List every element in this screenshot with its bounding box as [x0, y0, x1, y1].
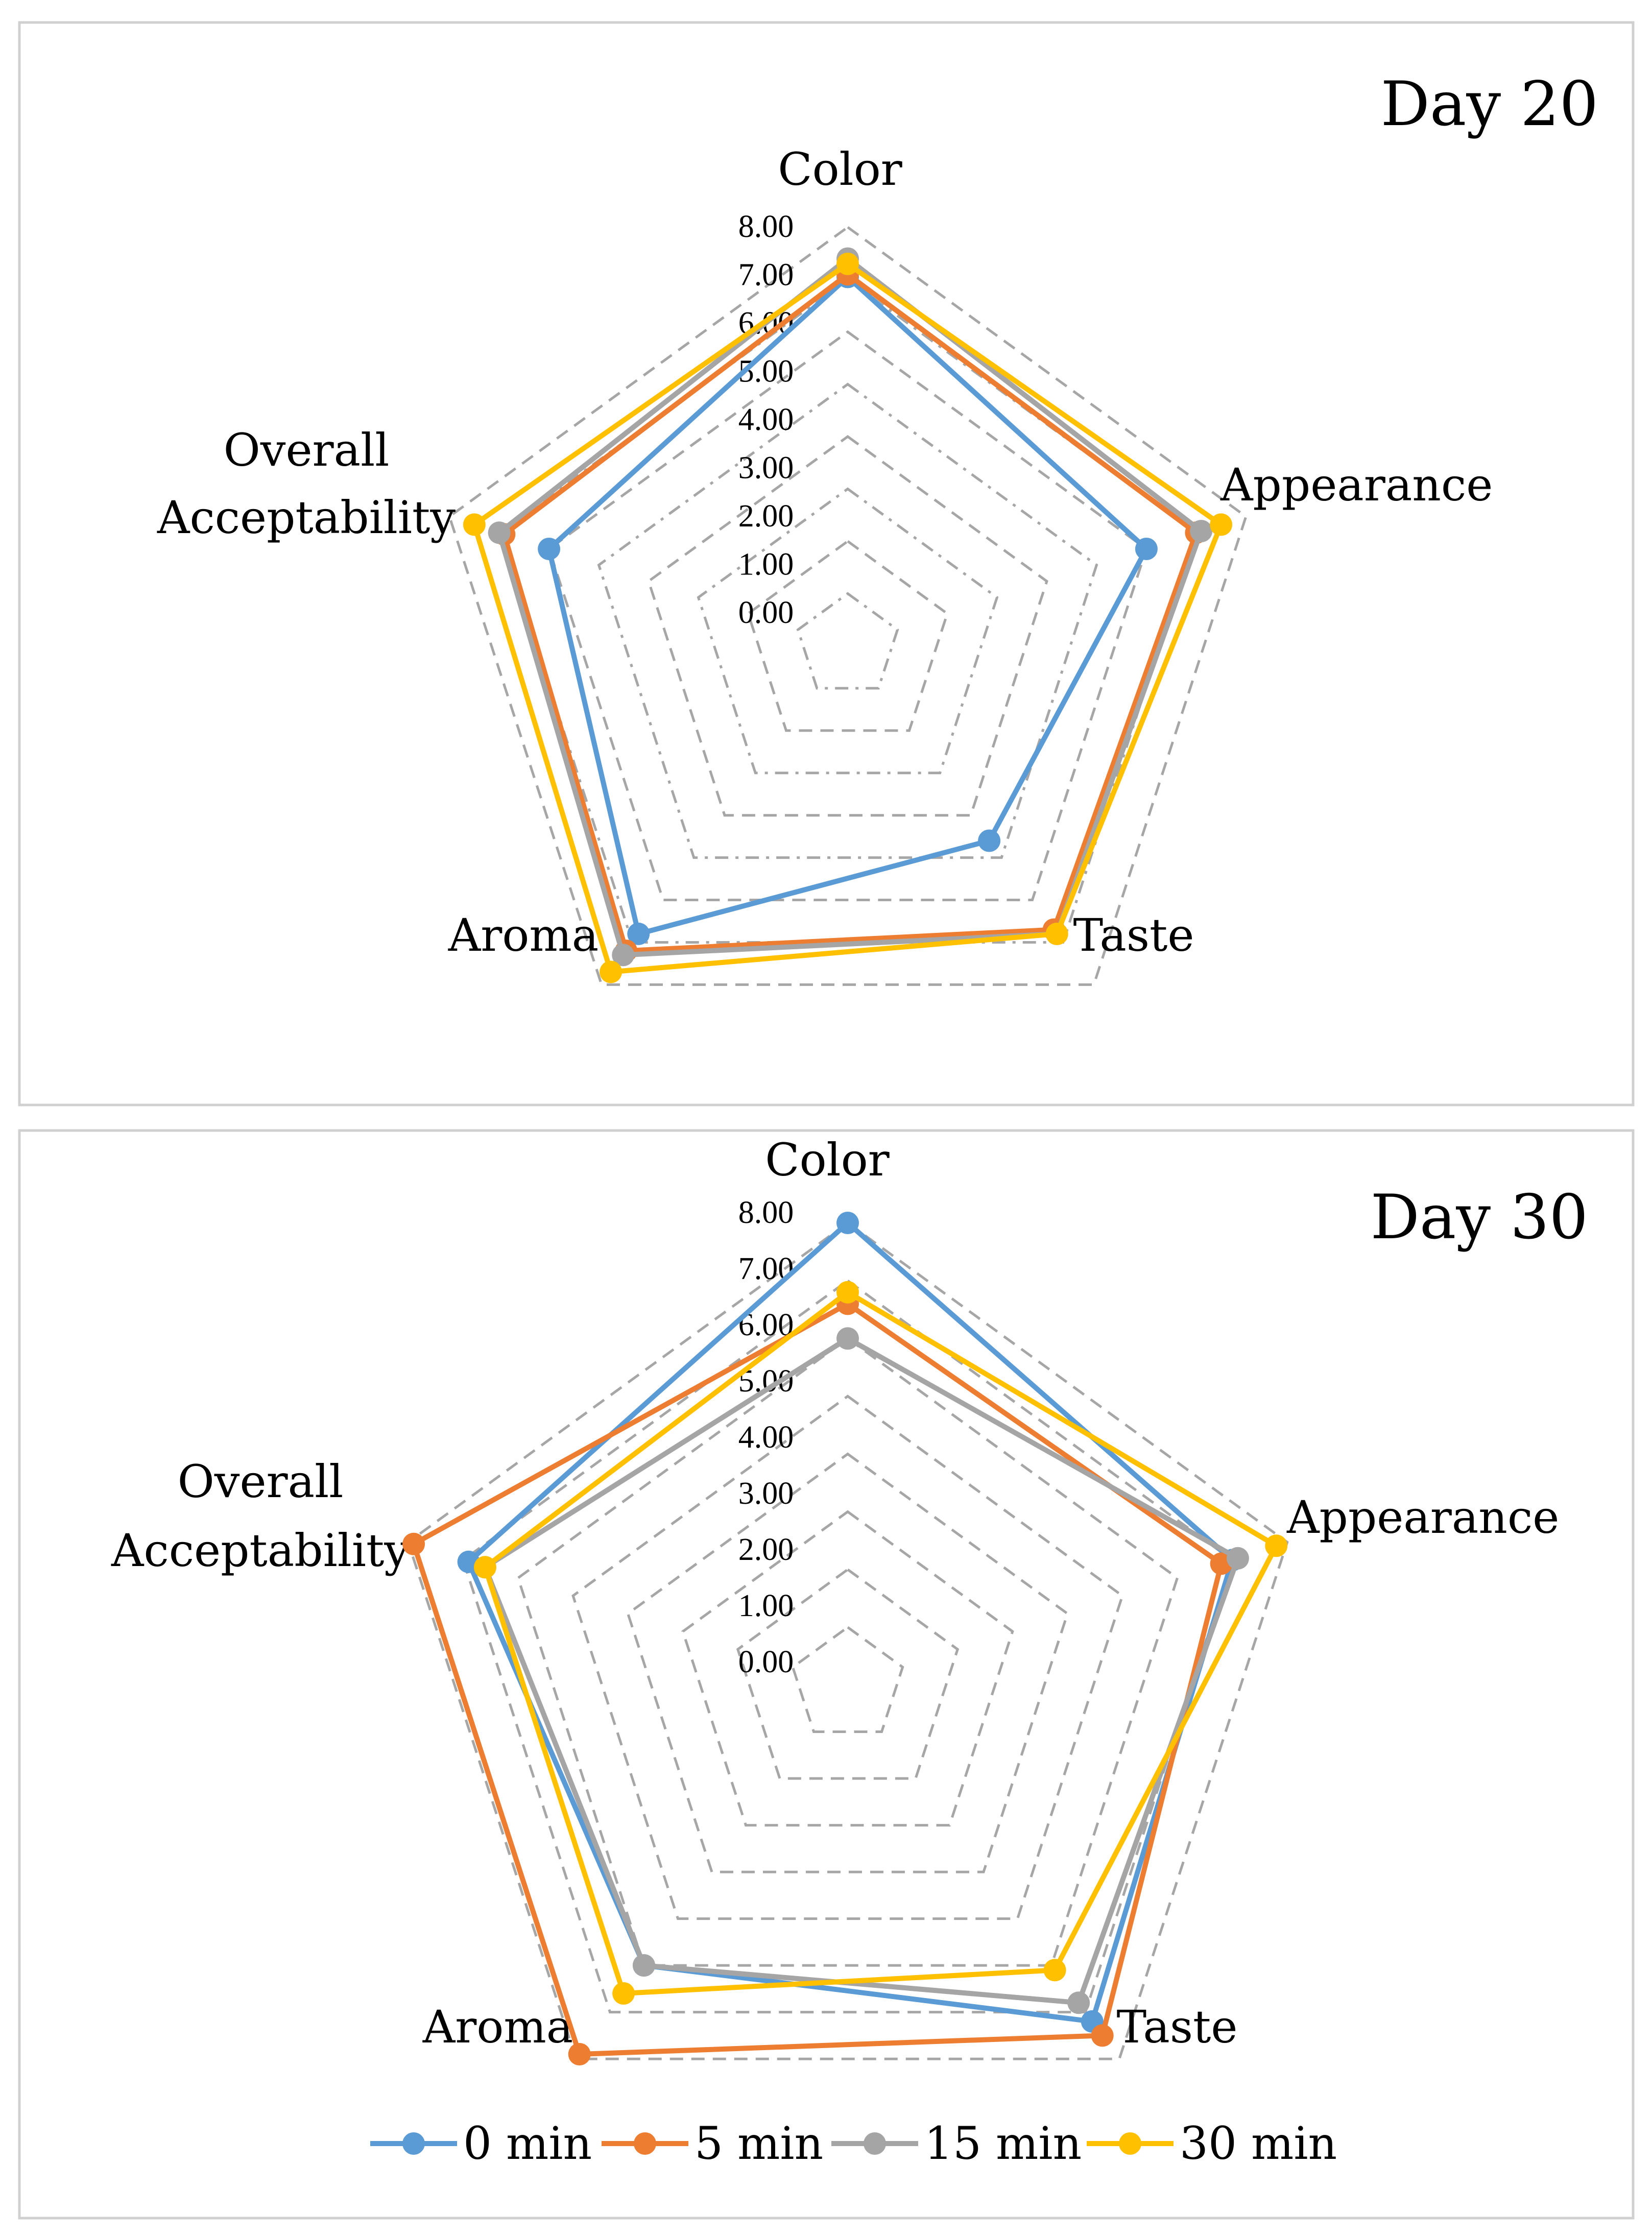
day30-point-30-min-4: [473, 1556, 496, 1579]
day30-series-line-0-min: [466, 1220, 1235, 2024]
day20-series-line-0-min: [546, 274, 1149, 936]
day20-axis-label-overall-acceptability: Overall Acceptability: [157, 424, 456, 544]
day30-point-15-min-1: [1226, 1547, 1249, 1570]
day20-tick-labels: 0.001.002.003.004.005.006.007.008.00: [738, 209, 794, 630]
day30-grid-ring-3: [681, 1510, 1014, 1827]
day20-axis-label-appearance: Appearance: [1220, 459, 1493, 511]
day20-point-0-min-1: [1135, 538, 1158, 560]
day20-tick-label: 4.00: [738, 402, 794, 437]
day30-point-5-min-2: [1091, 2024, 1114, 2047]
day20-axis-label-color: Color: [778, 143, 902, 196]
day20-point-15-min-4: [488, 521, 511, 544]
day30-title: Day 30: [1371, 1182, 1588, 1253]
day30-grid-ring-7: [461, 1279, 1234, 2014]
legend-label-15-min: 15 min: [924, 2117, 1082, 2170]
day20-frame: [18, 21, 1635, 1107]
day20-point-30-min-4: [463, 513, 486, 536]
day20-grid-ring-8: [448, 225, 1248, 986]
day20-axis-labels: Color Appearance Taste Aroma Overall Acceptab…: [157, 143, 1493, 961]
day20-axis-label-aroma: Aroma: [448, 909, 599, 961]
day20-point-15-min-1: [1190, 520, 1213, 543]
day30-tick-label: 1.00: [738, 1589, 794, 1623]
day20-tick-label: 2.00: [738, 499, 794, 534]
day30-point-30-min-3: [612, 1982, 635, 2005]
legend-marker-30-min: [1119, 2132, 1141, 2155]
legend-label-0-min: 0 min: [463, 2117, 592, 2170]
day30-axis-label-color: Color: [765, 1134, 890, 1186]
day30-tick-label: 2.00: [738, 1532, 794, 1567]
day20-tick-label: 3.00: [738, 451, 794, 486]
day30-point-15-min-2: [1067, 1991, 1090, 2014]
day30-chart-panel: Day 30 0.001.002.003.004.005.006.007.008…: [18, 1129, 1635, 2220]
day30-point-15-min-0: [836, 1327, 859, 1350]
day30-grid-ring-4: [626, 1452, 1069, 1873]
day30-series: [402, 1212, 1288, 2065]
day30-tick-label: 4.00: [738, 1420, 794, 1455]
day20-series-line-15-min: [496, 256, 1204, 958]
day30-series-line-30-min: [482, 1289, 1279, 1996]
day20-axis-label-taste: Taste: [1073, 909, 1194, 961]
day20-chart-panel: Day 20 0.001.002.003.004.005.006.007.008…: [18, 21, 1635, 1107]
day20-series: [463, 247, 1233, 983]
day20-point-0-min-2: [978, 829, 1001, 852]
day30-frame: [18, 1129, 1635, 2220]
day30-tick-label: 8.00: [738, 1195, 794, 1230]
day30-axis-label-appearance: Appearance: [1286, 1491, 1559, 1544]
day30-point-15-min-3: [633, 1954, 655, 1977]
day20-grid-ring-2: [747, 539, 949, 732]
day30-series-line-15-min: [482, 1336, 1240, 2006]
day20-tick-label: 0.00: [738, 595, 794, 630]
day30-point-30-min-2: [1043, 1959, 1066, 1982]
day20-grid-ring-1: [796, 592, 899, 690]
day20-tick-label: 7.00: [738, 258, 794, 293]
day30-point-30-min-1: [1265, 1534, 1288, 1557]
day20-series-line-5-min: [501, 272, 1199, 954]
day30-axis-label-taste: Taste: [1117, 2001, 1238, 2053]
day30-grid-ring-2: [736, 1568, 960, 1780]
day30-grid-ring-8: [406, 1221, 1289, 2060]
day30-axis-label-aroma: Aroma: [422, 2001, 573, 2053]
day20-point-30-min-1: [1210, 513, 1233, 536]
day20-point-15-min-3: [612, 944, 635, 967]
day30-grid-ring-1: [791, 1625, 904, 1733]
day30-grid: [406, 1221, 1289, 2060]
day30-tick-label: 0.00: [738, 1645, 794, 1679]
day20-tick-label: 8.00: [738, 209, 794, 244]
day30-point-5-min-4: [402, 1532, 425, 1555]
day20-series-line-30-min: [471, 261, 1224, 975]
day20-grid-ring-3: [697, 487, 999, 775]
day30-grid-ring-5: [571, 1394, 1124, 1920]
legend: 0 min 5 min 15 min 30 min: [370, 2117, 1337, 2170]
day30-point-0-min-0: [836, 1212, 859, 1234]
legend-label-5-min: 5 min: [695, 2117, 823, 2170]
day20-point-30-min-2: [1045, 922, 1068, 945]
legend-label-30-min: 30 min: [1180, 2117, 1337, 2170]
day20-point-0-min-3: [627, 922, 650, 945]
day20-grid-ring-4: [647, 435, 1048, 817]
day20-grid-ring-5: [597, 382, 1098, 859]
day20-tick-label: 1.00: [738, 547, 794, 582]
day30-point-30-min-0: [836, 1281, 859, 1304]
day30-grid-ring-6: [516, 1337, 1179, 1967]
day30-point-5-min-3: [568, 2043, 591, 2065]
day30-tick-labels: 0.001.002.003.004.005.006.007.008.00: [738, 1195, 794, 1679]
day20-title: Day 20: [1381, 69, 1598, 140]
day20-point-30-min-3: [600, 960, 623, 983]
day30-tick-label: 3.00: [738, 1476, 794, 1511]
legend-marker-15-min: [864, 2132, 886, 2155]
legend-marker-5-min: [634, 2132, 656, 2155]
day30-axis-labels: Color Appearance Taste Aroma Overall Acceptab…: [111, 1134, 1559, 2053]
legend-marker-0-min: [402, 2132, 425, 2155]
day20-point-0-min-4: [538, 538, 561, 560]
day20-point-30-min-0: [836, 252, 859, 275]
day30-series-line-5-min: [411, 1301, 1224, 2057]
day20-grid-ring-6: [547, 330, 1148, 901]
day30-axis-label-overall-acceptability: Overall Acceptability: [111, 1455, 410, 1577]
